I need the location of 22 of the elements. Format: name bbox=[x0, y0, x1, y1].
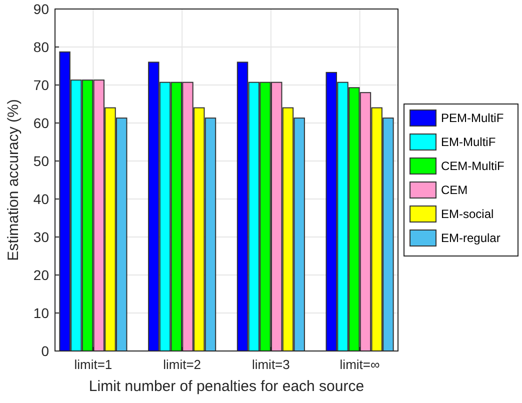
y-tick-label: 10 bbox=[33, 304, 50, 321]
x-tick-label: limit=2 bbox=[163, 357, 202, 372]
legend-label: EM-regular bbox=[441, 231, 500, 246]
y-tick-label: 50 bbox=[33, 152, 50, 169]
y-tick-label: 80 bbox=[33, 38, 50, 55]
legend-label: CEM bbox=[441, 183, 468, 198]
y-tick-label: 30 bbox=[33, 228, 50, 245]
y-axis-title: Estimation accuracy (%) bbox=[5, 99, 22, 261]
legend-label: EM-MultiF bbox=[441, 135, 496, 150]
y-tick-label: 0 bbox=[41, 342, 50, 359]
y-tick-label: 20 bbox=[33, 266, 50, 283]
legend-label: CEM-MultiF bbox=[441, 159, 504, 174]
legend-label: PEM-MultiF bbox=[441, 111, 504, 126]
x-tick-label: limit=∞ bbox=[340, 357, 380, 372]
legend-label: EM-social bbox=[441, 207, 494, 222]
y-tick-label: 90 bbox=[33, 0, 50, 17]
x-tick-label: limit=1 bbox=[74, 357, 112, 372]
y-tick-label: 70 bbox=[33, 76, 50, 93]
x-axis-title: Limit number of penalties for each source bbox=[88, 378, 364, 395]
x-tick-label: limit=3 bbox=[252, 357, 290, 372]
y-tick-label: 40 bbox=[33, 190, 50, 207]
y-tick-label: 60 bbox=[33, 114, 50, 131]
